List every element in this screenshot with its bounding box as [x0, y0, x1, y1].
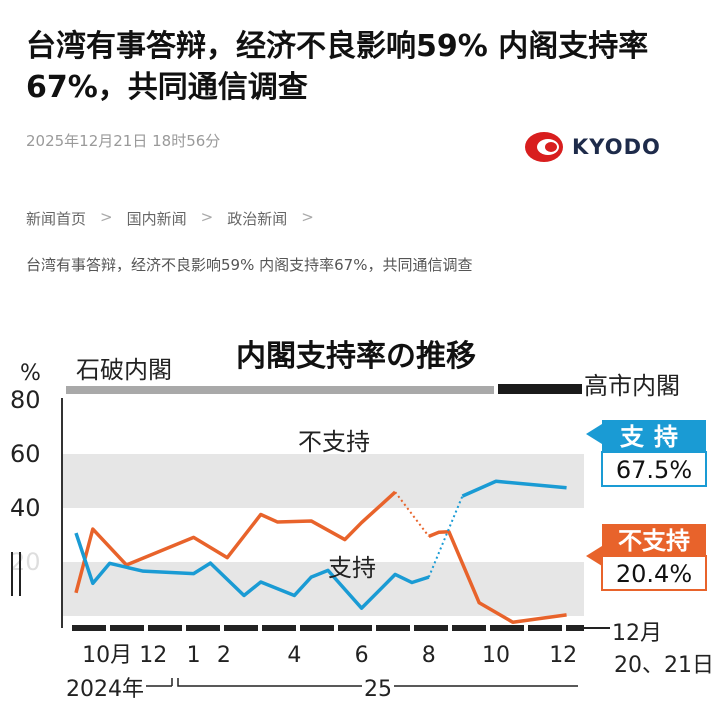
- article-title: 台湾有事答辩，经济不良影响59% 内阁支持率67%，共同通信调查: [26, 26, 694, 108]
- x-tick-label: 6: [355, 643, 369, 668]
- legend-disapprove-name: 不支持: [618, 527, 690, 555]
- cabinet-label-ishiba: 石破内閣: [76, 356, 172, 384]
- y-tick-20: 20: [10, 548, 41, 576]
- legend-approve-name: 支持: [620, 423, 688, 451]
- chart-svg: % 80 60 40 20 内閣支持率の推移 石破内閣 高市内閣 12月 20、…: [0, 300, 720, 712]
- breadcrumb-domestic[interactable]: 国内新闻: [127, 208, 187, 229]
- year-label-2024: 2024年: [66, 677, 144, 702]
- legend-disapprove: 不支持 20.4%: [586, 524, 706, 590]
- x-tick-label: 10: [482, 643, 510, 668]
- publish-date: 2025年12月21日 18时56分: [26, 130, 220, 151]
- breadcrumb-home[interactable]: 新闻首页: [26, 208, 86, 229]
- x-tick-label: 4: [287, 643, 301, 668]
- breadcrumb-separator: >: [201, 208, 214, 229]
- legend-approve-value: 67.5%: [616, 456, 692, 484]
- x-tick-label: 1: [187, 643, 201, 668]
- approval-chart: % 80 60 40 20 内閣支持率の推移 石破内閣 高市内閣 12月 20、…: [0, 300, 720, 712]
- x-tick-label: 2: [217, 643, 231, 668]
- cabinet-label-takaichi: 高市内閣: [584, 372, 680, 400]
- cabinet-bar-ishiba: [66, 386, 494, 394]
- breadcrumb-politics[interactable]: 政治新闻: [227, 208, 287, 229]
- cabinet-bar-takaichi: [498, 384, 582, 394]
- year-label-2025: 25: [364, 677, 392, 702]
- breadcrumb-separator: >: [100, 208, 113, 229]
- x-tick-label: 8: [422, 643, 436, 668]
- series-label-disapprove: 不支持: [298, 428, 370, 456]
- x-tick-label: 12: [549, 643, 577, 668]
- series-label-approve: 支持: [328, 554, 376, 582]
- y-tick-60: 60: [10, 440, 41, 468]
- x-tick-label: 10月: [82, 643, 132, 668]
- chart-title: 内閣支持率の推移: [236, 339, 476, 374]
- kyodo-logo[interactable]: KYODO: [524, 128, 664, 166]
- kyodo-logo-icon: [524, 128, 566, 166]
- legend-approve: 支持 67.5%: [586, 420, 706, 486]
- breadcrumb-current: 台湾有事答辩，经济不良影响59% 内阁支持率67%，共同通信调查: [26, 254, 472, 275]
- breadcrumb: 新闻首页 > 国内新闻 > 政治新闻 >: [26, 208, 328, 229]
- legend-disapprove-pointer-icon: [586, 546, 602, 566]
- y-tick-40: 40: [10, 494, 41, 522]
- y-tick-80: 80: [10, 386, 41, 414]
- x-end-label-days: 20、21日: [614, 653, 714, 678]
- kyodo-logo-text: KYODO: [572, 135, 661, 159]
- x-end-label-month: 12月: [612, 621, 662, 646]
- breadcrumb-separator: >: [301, 208, 314, 229]
- y-axis-label: %: [20, 361, 41, 386]
- year-bracket: [146, 678, 578, 686]
- x-tick-label: 12: [139, 643, 167, 668]
- legend-approve-pointer-icon: [586, 424, 602, 444]
- legend-disapprove-value: 20.4%: [616, 560, 692, 588]
